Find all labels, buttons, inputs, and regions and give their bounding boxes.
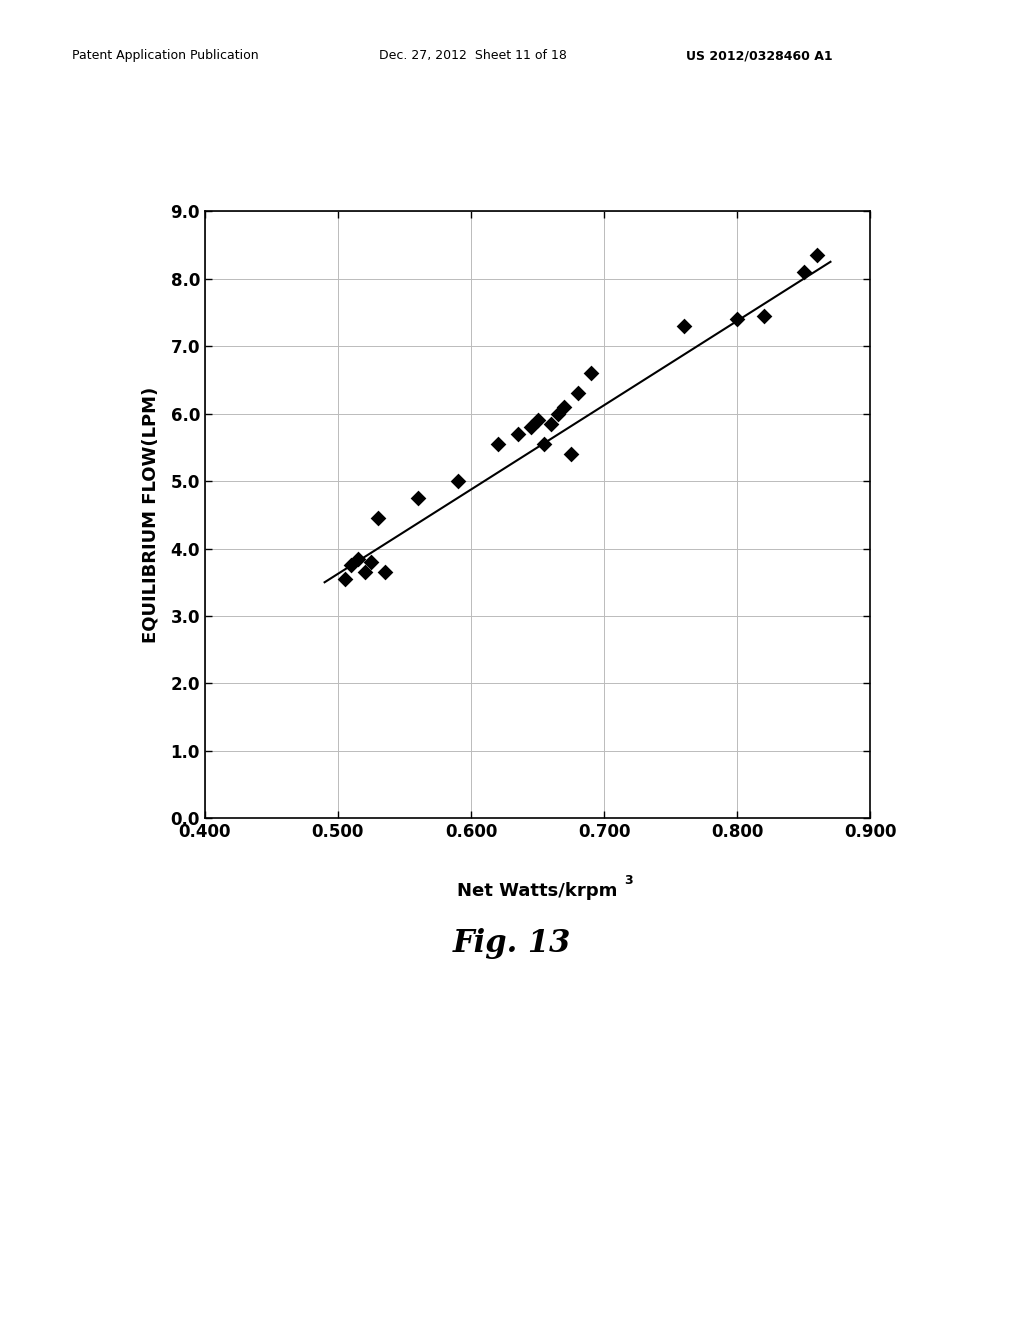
Point: [529, 409, 546, 430]
Point: [337, 569, 353, 590]
Point: [356, 561, 373, 582]
Point: [796, 261, 812, 282]
Text: Dec. 27, 2012  Sheet 11 of 18: Dec. 27, 2012 Sheet 11 of 18: [379, 49, 566, 62]
Point: [676, 315, 692, 337]
Y-axis label: EQUILIBRIUM FLOW(LPM): EQUILIBRIUM FLOW(LPM): [141, 387, 160, 643]
Text: Fig. 13: Fig. 13: [453, 928, 571, 960]
Point: [510, 424, 526, 445]
Point: [563, 444, 580, 465]
Point: [569, 383, 586, 404]
Point: [377, 561, 393, 582]
Point: [350, 548, 367, 569]
Point: [489, 433, 506, 454]
Point: [756, 305, 772, 326]
Point: [809, 244, 825, 265]
Text: 3: 3: [625, 874, 633, 887]
Point: [364, 552, 380, 573]
Point: [729, 309, 745, 330]
Point: [556, 396, 572, 417]
Point: [343, 554, 359, 576]
Point: [550, 403, 566, 424]
Point: [450, 470, 466, 491]
Point: [583, 363, 599, 384]
Point: [537, 433, 553, 454]
Point: [410, 487, 426, 508]
Point: [370, 508, 386, 529]
Text: US 2012/0328460 A1: US 2012/0328460 A1: [686, 49, 833, 62]
Point: [523, 417, 540, 438]
Text: Net Watts/krpm: Net Watts/krpm: [458, 882, 617, 900]
Text: Patent Application Publication: Patent Application Publication: [72, 49, 258, 62]
Point: [543, 413, 559, 434]
